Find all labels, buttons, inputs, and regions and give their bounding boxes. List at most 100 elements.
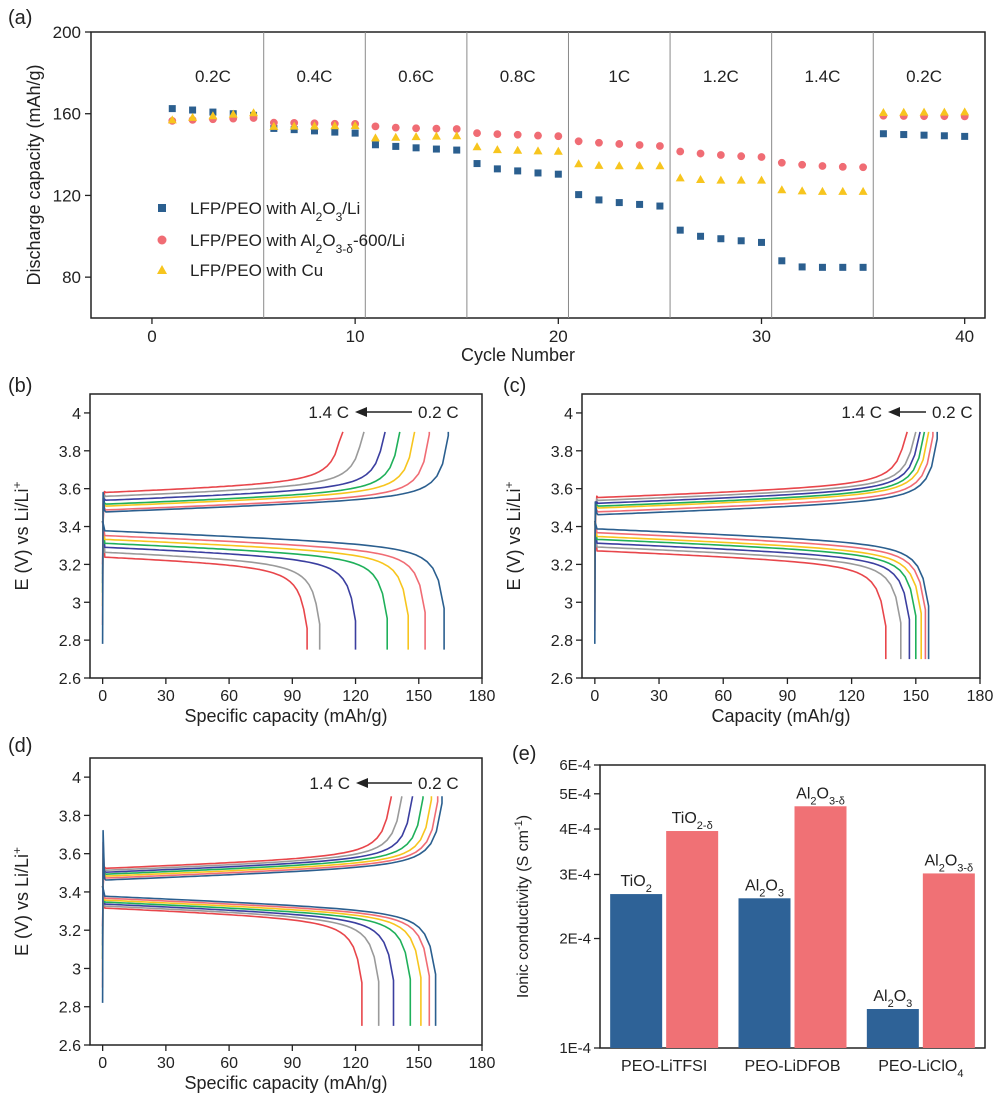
data-point-triangle	[452, 131, 462, 140]
data-point-circle	[838, 162, 847, 171]
text-part: LFP/PEO with Cu	[190, 261, 323, 280]
rate-arrow-label-from: 0.2 C	[932, 403, 973, 422]
x-tick-label: 60	[220, 688, 238, 705]
data-point-square	[961, 132, 969, 140]
data-point-square	[920, 131, 928, 139]
discharge-curve-1.2C	[101, 886, 380, 1026]
data-point-triangle	[858, 186, 868, 195]
plot-frame-b	[89, 393, 483, 679]
panel-label-d: (d)	[8, 735, 32, 757]
data-point-circle	[798, 160, 807, 169]
y-tick-label: 4	[72, 770, 81, 787]
charge-curve-1.4C	[101, 796, 393, 927]
data-point-triangle	[411, 132, 421, 141]
y-tick-label: 2.6	[59, 1038, 81, 1055]
data-point-triangle	[269, 121, 279, 130]
y-tick-label: 3.2	[59, 557, 81, 574]
x-tick-label: 0	[590, 688, 599, 705]
category-label: PEO-LiDFOB	[744, 1058, 840, 1075]
bar-pristine	[610, 894, 663, 1048]
data-point-triangle	[696, 174, 706, 183]
data-point-circle	[859, 163, 867, 172]
data-point-square	[900, 131, 908, 139]
bar-data-label: Al2O3-δ	[924, 852, 973, 874]
text-part: E (V) vs Li/Li	[504, 488, 524, 590]
discharge-curve-1C	[101, 886, 395, 1026]
discharge-curve-0.8C	[101, 886, 412, 1026]
rate-label: 0.4C	[297, 67, 333, 86]
text-part: 3-δ	[336, 242, 354, 256]
plot-frame-d	[89, 757, 483, 1046]
discharge-curve-0.4C	[101, 886, 431, 1026]
text-part: 4	[957, 1068, 963, 1080]
text-part: 2	[939, 862, 945, 874]
text-part: -600/Li	[353, 231, 405, 250]
data-point-square	[717, 235, 725, 243]
bar-defective	[666, 831, 719, 1048]
bar-data-label: TiO2-δ	[672, 810, 713, 832]
data-point-triangle	[899, 107, 909, 116]
discharge-curve-1.4C	[101, 520, 308, 650]
data-point-square	[798, 263, 806, 271]
data-point-triangle	[757, 175, 766, 184]
y-tick-label: 3E-4	[559, 866, 591, 883]
rate-label: 1C	[608, 67, 630, 86]
x-axis-title-a: Cycle Number	[461, 345, 575, 365]
data-point-triangle	[574, 159, 584, 168]
data-point-square	[453, 146, 461, 154]
charge-curve-0.4C	[593, 431, 934, 631]
charge-curve-1.4C	[101, 431, 344, 565]
data-point-triangle	[513, 145, 523, 154]
text-part: O	[817, 785, 829, 802]
data-point-triangle	[594, 160, 604, 169]
y-tick-label: 3.8	[59, 444, 81, 461]
charge-curve-0.6C	[593, 431, 930, 612]
discharge-curve-1C	[101, 520, 357, 650]
discharge-curve-1.2C	[594, 520, 902, 660]
charge-curve-1.2C	[101, 431, 365, 574]
data-point-circle	[716, 151, 725, 159]
rate-arrow-label-from: 0.2 C	[418, 774, 459, 793]
data-point-circle	[371, 122, 380, 131]
y-tick-label: 3.4	[59, 885, 81, 902]
data-point-square	[656, 202, 664, 210]
data-point-square	[473, 160, 481, 168]
text-part: 3	[906, 998, 912, 1010]
data-point-triangle	[492, 145, 502, 154]
plot-frame-a	[90, 31, 986, 319]
data-point-triangle	[310, 121, 319, 130]
text-part: Al	[796, 785, 810, 802]
data-point-triangle	[919, 107, 929, 116]
discharge-curve-0.2C	[594, 520, 930, 660]
data-point-square	[879, 130, 887, 138]
text-part: 3-δ	[829, 795, 845, 807]
x-axis-title-d: Specific capacity (mAh/g)	[184, 1073, 387, 1093]
data-point-square	[189, 106, 197, 114]
data-point-triangle	[655, 161, 665, 170]
data-point-circle	[656, 142, 664, 150]
text-part: 2	[646, 883, 652, 895]
rate-arrow-head	[356, 778, 368, 788]
data-point-square	[311, 127, 318, 135]
data-point-circle	[534, 131, 542, 140]
rate-arrow-label-to: 1.4 C	[308, 403, 349, 422]
data-point-triangle	[188, 112, 198, 121]
x-tick-label: 150	[405, 688, 432, 705]
data-point-circle	[595, 138, 603, 147]
data-point-square	[697, 232, 705, 240]
data-point-square	[351, 129, 359, 137]
text-part: /Li	[342, 199, 360, 218]
data-point-square	[493, 165, 501, 173]
charge-curve-0.6C	[101, 796, 433, 973]
y-axis-title-d: E (V) vs Li/Li+	[10, 847, 32, 956]
data-point-triangle	[391, 132, 401, 141]
rate-label: 0.6C	[398, 67, 434, 86]
data-point-square	[514, 167, 522, 175]
legend-label: LFP/PEO with Al2O3/Li	[190, 199, 360, 224]
data-point-triangle	[167, 115, 177, 124]
data-point-triangle	[960, 107, 970, 116]
text-part: 3-δ	[957, 862, 973, 874]
y-axis-title-a: Discharge capacity (mAh/g)	[24, 64, 44, 285]
y-tick-label: 80	[62, 268, 81, 287]
rate-arrow-head	[355, 407, 367, 417]
